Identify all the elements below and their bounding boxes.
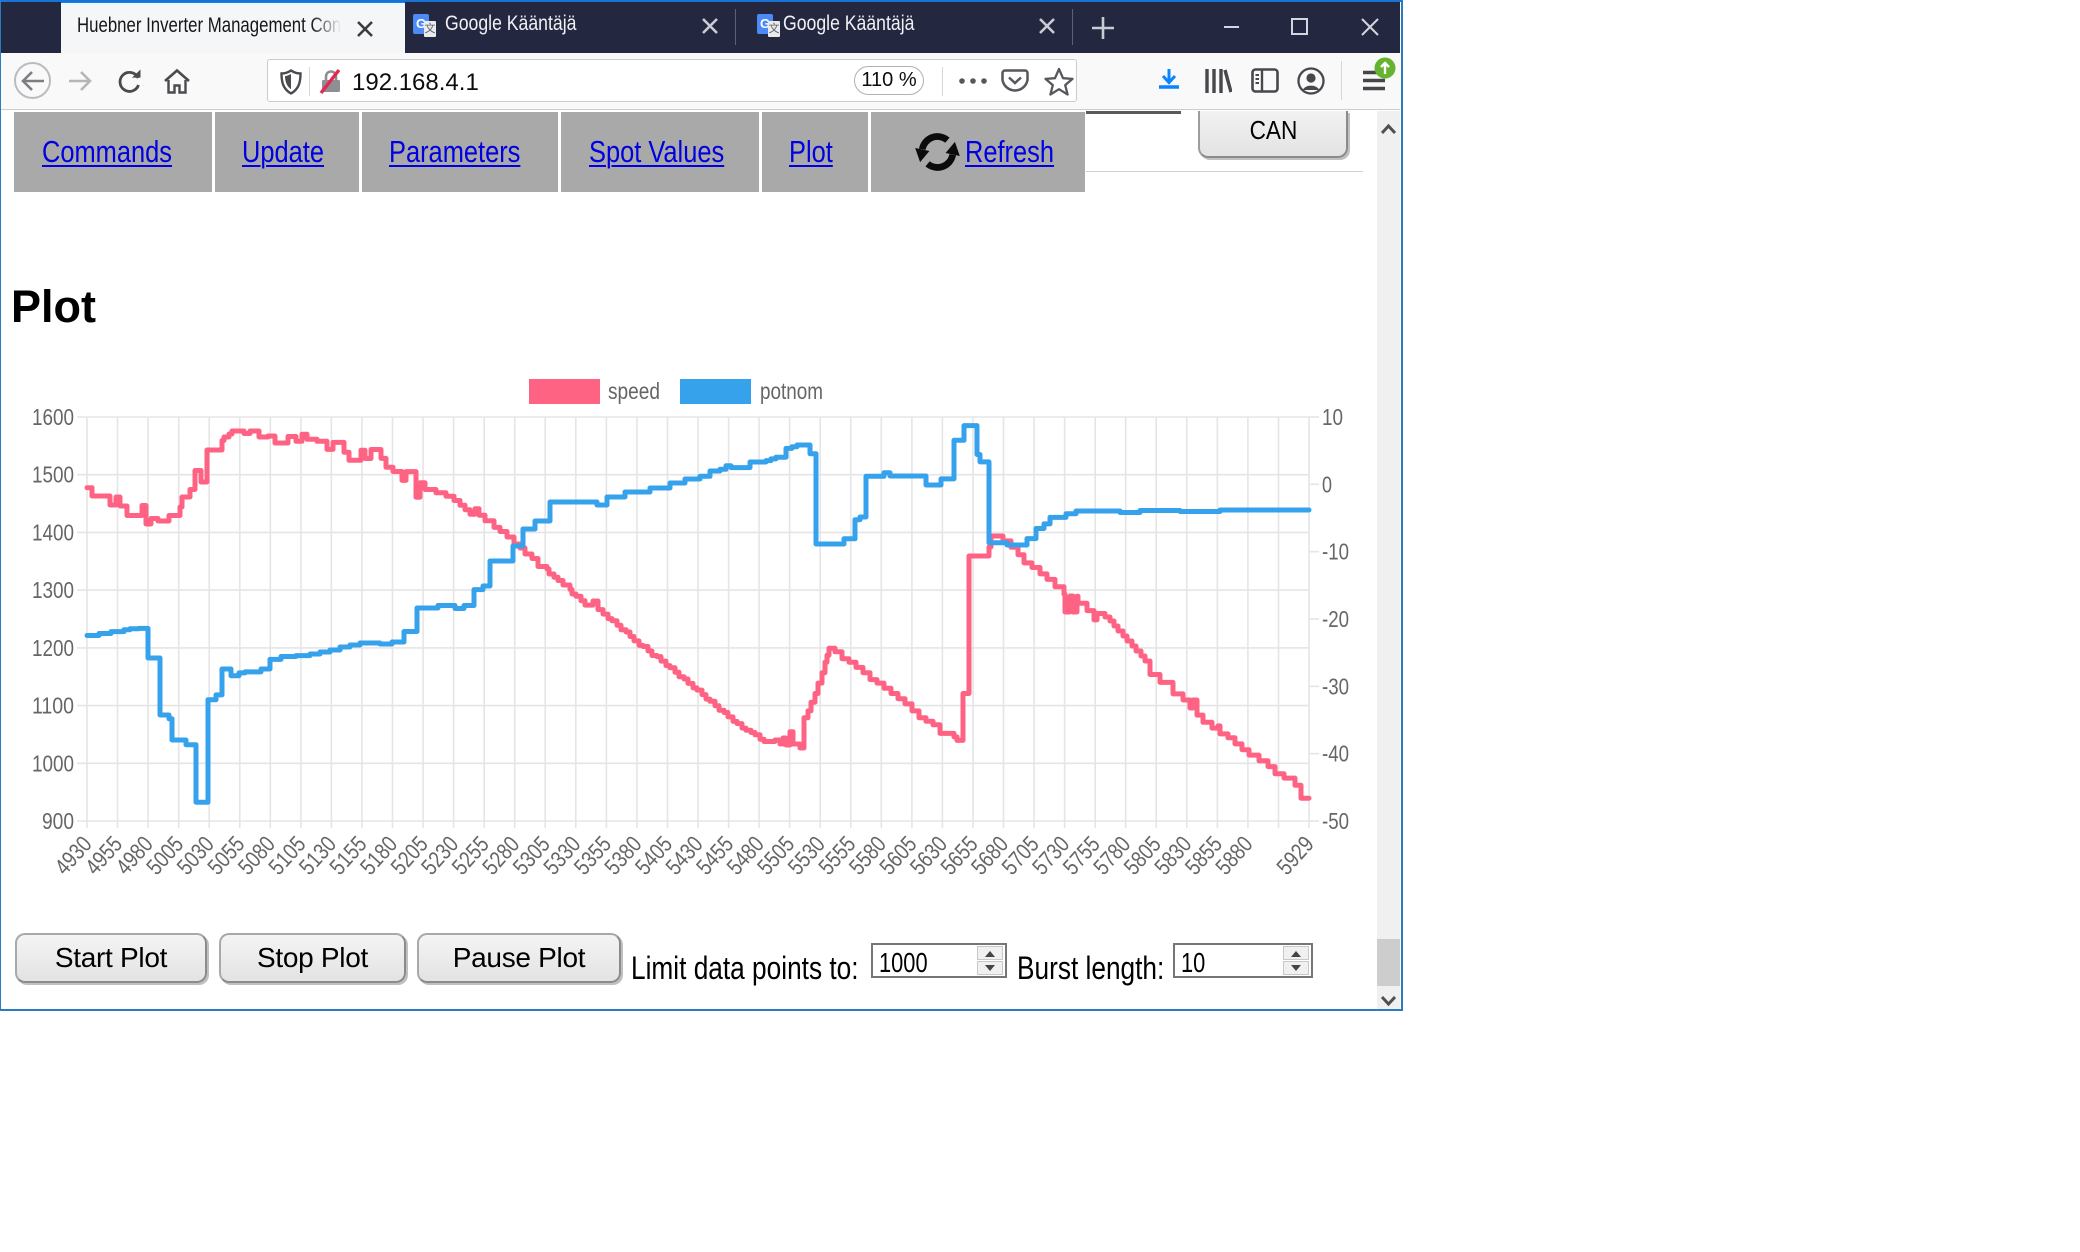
svg-text:1500: 1500 (32, 462, 74, 488)
svg-text:5880: 5880 (1210, 831, 1257, 880)
svg-text:1300: 1300 (32, 577, 74, 603)
svg-text:-30: -30 (1322, 673, 1349, 699)
svg-text:1400: 1400 (32, 519, 74, 545)
svg-text:1100: 1100 (32, 693, 74, 719)
svg-text:1600: 1600 (32, 404, 74, 430)
svg-text:speed: speed (608, 378, 660, 404)
svg-text:-50: -50 (1322, 808, 1349, 834)
svg-text:5929: 5929 (1271, 831, 1318, 880)
svg-text:-10: -10 (1322, 539, 1349, 565)
svg-text:-40: -40 (1322, 741, 1349, 767)
svg-text:900: 900 (42, 808, 74, 834)
svg-text:1000: 1000 (32, 750, 74, 776)
svg-text:-20: -20 (1322, 606, 1349, 632)
svg-text:0: 0 (1322, 471, 1332, 497)
svg-text:10: 10 (1322, 404, 1343, 430)
svg-text:1200: 1200 (32, 635, 74, 661)
svg-text:potnom: potnom (760, 378, 823, 404)
